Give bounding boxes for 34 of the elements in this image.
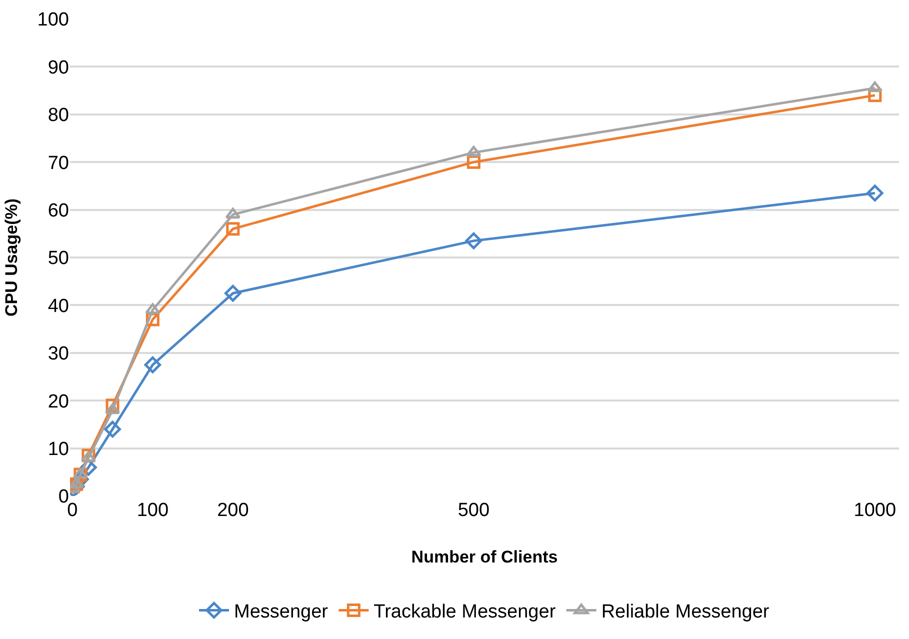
- y-tick-label: 100: [37, 10, 69, 31]
- y-tick-label: 50: [48, 248, 69, 270]
- legend-label: Messenger: [234, 602, 329, 623]
- point: [867, 81, 883, 92]
- point: [72, 468, 88, 479]
- y-tick-label: 40: [48, 296, 69, 317]
- point: [465, 232, 482, 250]
- legend-label: Trackable Messenger: [374, 602, 556, 623]
- y-tick-label: 80: [48, 105, 69, 126]
- point: [145, 303, 160, 314]
- point: [224, 284, 242, 302]
- point: [225, 208, 241, 219]
- x-tick-label: 100: [136, 500, 169, 521]
- x-tick-label: 500: [458, 500, 490, 521]
- y-tick-label: 70: [48, 152, 69, 174]
- point: [104, 420, 121, 438]
- point: [466, 146, 482, 157]
- point: [466, 155, 480, 169]
- y-tick-label: 60: [48, 200, 69, 222]
- y-tick-label: 0: [58, 486, 69, 508]
- point: [70, 477, 84, 488]
- point: [104, 403, 120, 414]
- x-axis-title: Number of Clients: [411, 547, 558, 566]
- y-axis-title: CPU Usage(%): [2, 198, 21, 317]
- x-tick-label: 1000: [854, 500, 896, 521]
- legend-label: Reliable Messenger: [601, 602, 770, 623]
- y-tick-label: 90: [48, 57, 69, 78]
- point: [144, 356, 162, 374]
- y-tick-label: 20: [48, 391, 69, 412]
- point: [866, 184, 884, 202]
- y-tick-label: 10: [48, 438, 69, 460]
- y-tick-label: 30: [48, 344, 69, 365]
- point: [226, 222, 240, 236]
- x-tick-label: 200: [217, 500, 249, 521]
